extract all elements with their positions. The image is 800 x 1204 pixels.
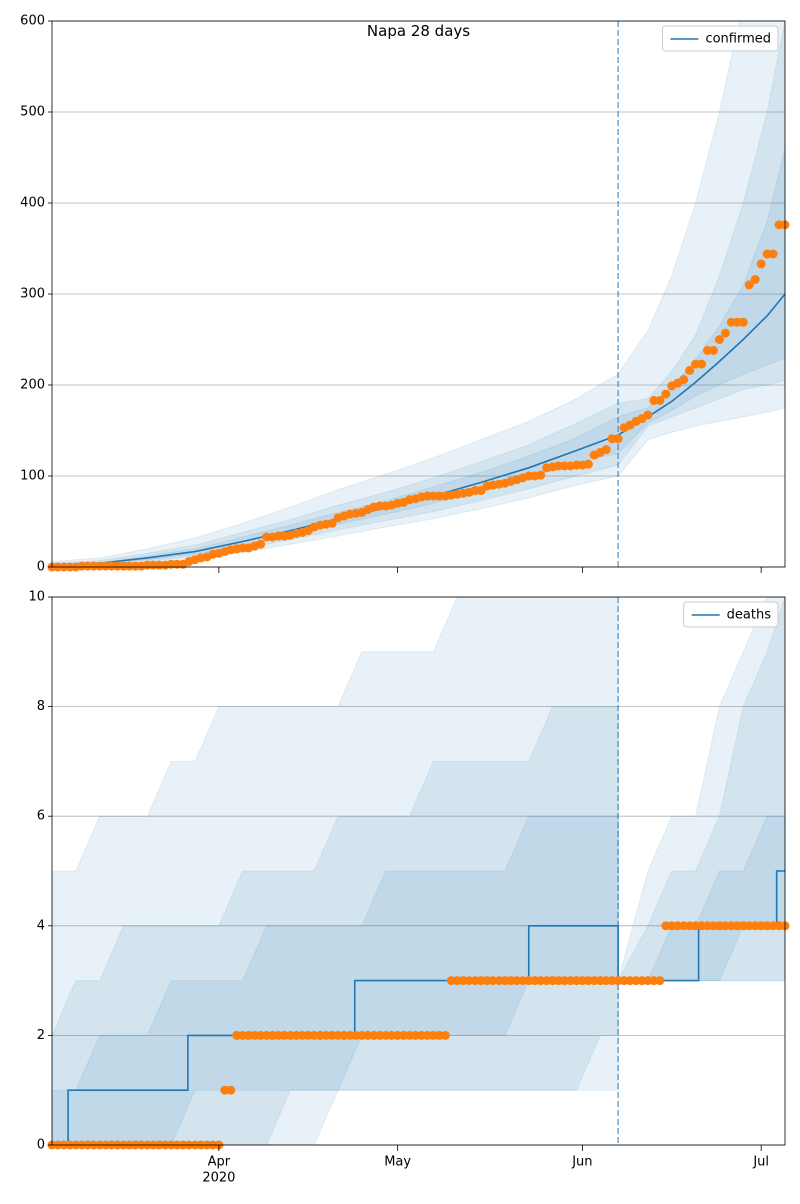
axes-frame [51, 596, 786, 1146]
chart-title: Napa 28 days [367, 22, 470, 40]
legend-label: deaths [727, 608, 772, 623]
y-tick-label: 4 [37, 918, 45, 933]
uncertainty-band [52, 597, 785, 1145]
legend-label: confirmed [705, 32, 771, 47]
uncertainty-band [52, 21, 785, 567]
observed-point [714, 335, 724, 344]
observed-point [750, 274, 760, 284]
observed-point [738, 317, 748, 327]
observed-point [655, 395, 665, 405]
y-tick-label: 300 [20, 287, 45, 302]
y-tick-label: 100 [20, 469, 45, 484]
legend-box [683, 601, 779, 628]
y-tick-label: 8 [37, 699, 45, 714]
observed-point [583, 459, 593, 469]
uncertainty-band [52, 21, 785, 567]
observed-point [661, 389, 671, 399]
y-tick-label: 500 [20, 105, 45, 120]
y-tick-label: 0 [37, 1138, 45, 1153]
observed-point [697, 359, 707, 369]
observed-point [536, 470, 546, 480]
observed-point [655, 976, 665, 986]
y-tick-label: 2 [37, 1028, 45, 1043]
y-tick-label: 600 [20, 14, 45, 29]
observed-point [327, 518, 337, 528]
axes: 0 100 200 300 400 500 600 Napa 28 days confirmed [20, 14, 790, 575]
axes: 0 2 4 6 8 10 Apr May Jun Jul 2020 deaths [28, 590, 790, 1186]
y-tick-label: 200 [20, 378, 45, 393]
observed-point [685, 365, 695, 375]
x-tick-label: Jun [571, 1155, 592, 1170]
observed-point [708, 345, 718, 355]
x-tick-label: May [384, 1155, 411, 1170]
plot-area [52, 21, 785, 567]
observed-point [643, 410, 653, 420]
observed-point [440, 1030, 450, 1040]
observed-point [720, 328, 730, 338]
observed-point [744, 280, 754, 290]
y-tick-label: 0 [37, 560, 45, 575]
legend: deaths [683, 601, 779, 628]
observed-point [613, 434, 623, 444]
median-line [52, 293, 785, 567]
legend-box [661, 25, 779, 52]
y-tick-label: 400 [20, 196, 45, 211]
observed-point [226, 1085, 236, 1095]
legend: confirmed [661, 25, 779, 52]
x-year-label: 2020 [202, 1171, 235, 1186]
y-tick-label: 10 [28, 590, 45, 605]
y-tick-label: 6 [37, 809, 45, 824]
observed-point [256, 539, 266, 549]
observed-point [768, 249, 778, 259]
uncertainty-band [52, 597, 785, 1145]
observed-point [679, 375, 689, 385]
x-tick-label: Apr [208, 1155, 231, 1170]
x-tick-label: Jul [752, 1155, 769, 1170]
plot-area [52, 597, 785, 1145]
observed-point [601, 445, 611, 455]
observed-point [756, 259, 766, 269]
